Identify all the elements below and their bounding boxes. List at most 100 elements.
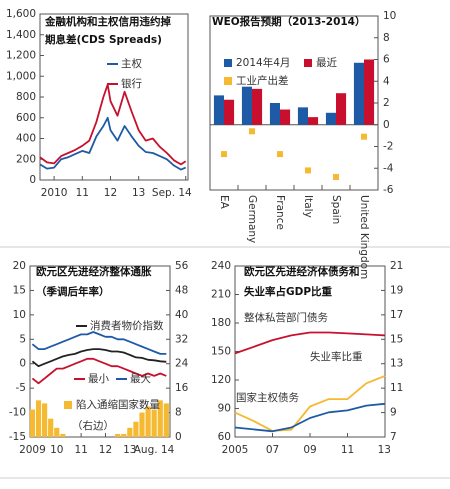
y-tick-label: 21 <box>390 260 403 272</box>
line <box>31 348 167 368</box>
y-tick-label: 90 <box>218 403 231 415</box>
bar <box>163 403 169 437</box>
y-tick-label: 0 <box>29 174 36 186</box>
x-tick-label: Germany <box>246 195 258 243</box>
series-label: 最大 <box>130 372 151 385</box>
line <box>31 357 167 385</box>
point <box>277 151 283 158</box>
bar <box>269 103 280 125</box>
bar <box>241 86 252 125</box>
y-tick-label: 60 <box>218 431 231 443</box>
x-tick-label: France <box>274 195 286 230</box>
legend-swatch <box>224 59 232 67</box>
y-tick-label: -4 <box>383 162 394 174</box>
chart-title: WEO报告预期（2013-2014） <box>212 15 366 28</box>
bar <box>325 112 336 125</box>
plot-frame <box>29 265 171 438</box>
y-tick-label: 1,400 <box>6 29 36 41</box>
line <box>234 331 386 355</box>
x-tick-label: 2005 <box>222 444 249 456</box>
line <box>234 375 386 432</box>
x-tick-label: 11 <box>341 444 354 456</box>
bar <box>127 427 133 437</box>
legend-swatch <box>304 59 312 67</box>
y-tick-label: -5 <box>16 382 26 394</box>
series-label: 最近 <box>316 56 337 69</box>
y-tick-label: 200 <box>16 153 36 165</box>
y-tick-label: 800 <box>16 91 36 103</box>
series-label: 银行 <box>121 77 142 90</box>
point <box>333 173 339 180</box>
series-label: 工业产出差 <box>236 74 289 87</box>
bar <box>213 95 224 125</box>
bar <box>252 88 263 125</box>
series-label: 整体私营部门债务 <box>244 311 328 324</box>
y-tick-label: 600 <box>16 112 36 124</box>
chart-title: （季调后年率） <box>36 285 110 298</box>
y-tick-label: 24 <box>175 358 189 370</box>
y-tick-label: 56 <box>175 260 189 272</box>
x-tick-label: 11 <box>76 187 89 199</box>
y-tick-label: -2 <box>383 141 393 153</box>
y-tick-label: 16 <box>175 382 189 394</box>
x-tick-label: 13 <box>378 444 391 456</box>
series-label: 主权 <box>121 57 142 70</box>
bar <box>280 109 291 125</box>
series-label: 失业率比重 <box>310 350 363 363</box>
bar <box>353 62 364 125</box>
x-tick-label: EA <box>218 195 230 210</box>
y-tick-label: 15 <box>13 284 26 296</box>
legend-swatch <box>64 401 72 409</box>
y-tick-label: 150 <box>211 346 231 358</box>
y-tick-label: 7 <box>390 431 397 443</box>
bar <box>364 59 375 125</box>
bar <box>29 409 36 437</box>
x-tick-label: 13 <box>123 444 136 456</box>
point <box>249 128 255 135</box>
x-tick-label: Spain <box>330 195 342 224</box>
chart-title: 失业率占GDP比重 <box>244 285 333 298</box>
bar <box>48 418 54 437</box>
series-label: 最小 <box>88 373 109 385</box>
bar <box>336 93 347 125</box>
bar <box>308 117 319 125</box>
y-tick-label: 17 <box>390 309 403 321</box>
x-tick-label: Italy <box>302 195 314 218</box>
y-tick-label: 20 <box>13 260 26 272</box>
line <box>39 116 187 171</box>
y-tick-label: 2 <box>383 97 390 109</box>
y-tick-label: 1,000 <box>6 70 36 82</box>
y-tick-label: 0 <box>175 431 182 443</box>
y-tick-label: 8 <box>383 32 390 44</box>
plot-frame <box>209 15 379 191</box>
y-tick-label: 15 <box>390 333 403 345</box>
annotation: （右边） <box>72 419 114 432</box>
y-tick-label: 13 <box>390 358 403 370</box>
y-tick-label: 5 <box>19 333 26 345</box>
chart-title: 期息差(CDS Spreads) <box>45 33 162 46</box>
x-tick-label: United Kingdom <box>358 195 370 279</box>
series-label: 国家主权债务 <box>236 391 299 404</box>
point <box>221 151 227 158</box>
x-tick-label: 12 <box>99 444 112 456</box>
y-tick-label: 19 <box>390 284 403 296</box>
y-tick-label: 10 <box>383 10 396 22</box>
y-tick-label: 180 <box>211 317 231 329</box>
bar <box>54 427 60 437</box>
x-tick-label: Aug. 14 <box>134 444 175 456</box>
bar <box>157 400 163 437</box>
x-tick-label: 2010 <box>41 187 68 199</box>
y-tick-label: 0 <box>383 119 390 131</box>
line <box>39 83 187 166</box>
y-tick-label: 1,600 <box>6 8 36 20</box>
x-tick-label: 2009 <box>19 444 46 456</box>
x-tick-label: 10 <box>50 444 63 456</box>
legend-swatch <box>224 77 232 85</box>
bar <box>60 433 66 437</box>
y-tick-label: 4 <box>383 75 390 87</box>
x-tick-label: 13 <box>132 187 145 199</box>
y-tick-label: 8 <box>175 407 182 419</box>
bar <box>133 421 139 437</box>
y-tick-label: 48 <box>175 284 188 296</box>
